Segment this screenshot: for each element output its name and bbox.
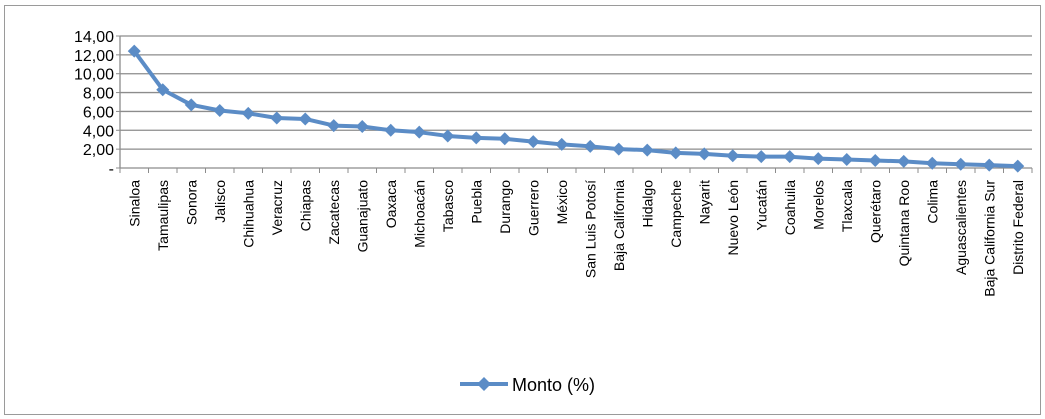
x-tick-label: Baja California Sur	[981, 180, 997, 297]
x-tick-label: Zacatecas	[326, 180, 342, 245]
y-tick-label: 10,00	[74, 67, 114, 84]
y-tick-label: 14,00	[74, 29, 114, 46]
data-point-marker	[441, 129, 455, 143]
data-point-marker	[669, 146, 683, 160]
x-tick-label: Baja California	[611, 180, 627, 271]
data-point-marker	[811, 152, 825, 166]
x-tick-label: Quintana Roo	[896, 180, 912, 267]
data-point-marker	[298, 112, 312, 126]
x-tick-label: Colima	[924, 180, 940, 224]
x-tick-label: Morelos	[810, 180, 826, 230]
x-tick-label: Sinaloa	[126, 180, 142, 227]
axes	[116, 35, 1033, 173]
data-point-marker	[982, 158, 996, 172]
data-point-marker	[840, 153, 854, 167]
data-point-marker	[697, 147, 711, 161]
data-point-marker	[612, 142, 626, 156]
data-point-marker	[754, 150, 768, 164]
data-point-marker	[954, 157, 968, 171]
data-point-marker	[327, 119, 341, 133]
x-tick-label: Aguascalientes	[953, 180, 969, 275]
y-tick-label: 4,00	[83, 123, 114, 140]
x-tick-label: Oaxaca	[383, 180, 399, 228]
data-point-marker	[925, 156, 939, 170]
data-point-marker	[783, 150, 797, 164]
x-tick-label: Tabasco	[440, 180, 456, 232]
legend-marker-icon	[477, 377, 491, 391]
y-tick-label: 8,00	[83, 86, 114, 103]
data-point-marker	[897, 154, 911, 168]
x-tick-label: Tamaulipas	[155, 180, 171, 251]
x-tick-label: Chihuahua	[240, 180, 256, 248]
data-point-marker	[127, 44, 141, 58]
data-point-marker	[241, 106, 255, 120]
x-tick-label: Chiapas	[297, 180, 313, 231]
data-point-marker	[498, 132, 512, 146]
x-tick-label: Nayarit	[696, 180, 712, 224]
data-point-marker	[156, 83, 170, 97]
x-tick-label: Tlaxcala	[839, 180, 855, 232]
x-tick-label: Durango	[497, 180, 513, 234]
x-tick-label: Distrito Federal	[1010, 180, 1026, 275]
y-tick-label: 2,00	[83, 142, 114, 159]
y-tick-label: 6,00	[83, 104, 114, 121]
x-tick-label: Guerrero	[525, 180, 541, 236]
data-point-marker	[640, 143, 654, 157]
data-point-marker	[868, 153, 882, 167]
x-tick-labels: Sinaloa Tamaulipas Sonora Jalisco Chihuahua V…	[126, 180, 1026, 297]
x-tick-label: Jalisco	[212, 180, 228, 223]
data-point-marker	[469, 131, 483, 145]
x-tick-label: Sonora	[183, 180, 199, 225]
x-tick-label: México	[554, 180, 570, 225]
x-tick-label: Campeche	[668, 180, 684, 248]
data-point-marker	[726, 149, 740, 163]
y-tick-labels: - 2,00 4,00 6,008,00 10,00 12,00 14,00	[74, 29, 114, 178]
x-tick-label: Puebla	[468, 180, 484, 224]
data-point-marker	[213, 103, 227, 117]
x-tick-label: Michoacán	[411, 180, 427, 248]
gridlines	[120, 35, 1032, 150]
legend: Monto (%)	[460, 375, 595, 395]
x-tick-label: Querétaro	[867, 180, 883, 243]
legend-label: Monto (%)	[512, 375, 595, 395]
x-tick-label: Coahuila	[782, 180, 798, 235]
x-tick-label: Guanajuato	[354, 180, 370, 253]
data-point-marker	[355, 120, 369, 134]
y-tick-label: 12,00	[74, 48, 114, 65]
data-point-marker	[526, 135, 540, 149]
data-point-marker	[384, 123, 398, 137]
data-point-marker	[555, 137, 569, 151]
series-monto	[127, 44, 1025, 173]
x-tick-label: San Luis Potosí	[582, 180, 598, 278]
x-tick-label: Veracruz	[269, 180, 285, 235]
data-point-marker	[270, 111, 284, 125]
x-tick-label: Nuevo León	[725, 180, 741, 256]
y-tick-label: -	[109, 161, 114, 178]
x-tick-label: Hidalgo	[639, 180, 655, 228]
data-point-marker	[1011, 159, 1025, 173]
data-point-marker	[412, 125, 426, 139]
data-point-marker	[583, 139, 597, 153]
data-point-marker	[184, 98, 198, 112]
x-tick-label: Yucatán	[753, 180, 769, 231]
